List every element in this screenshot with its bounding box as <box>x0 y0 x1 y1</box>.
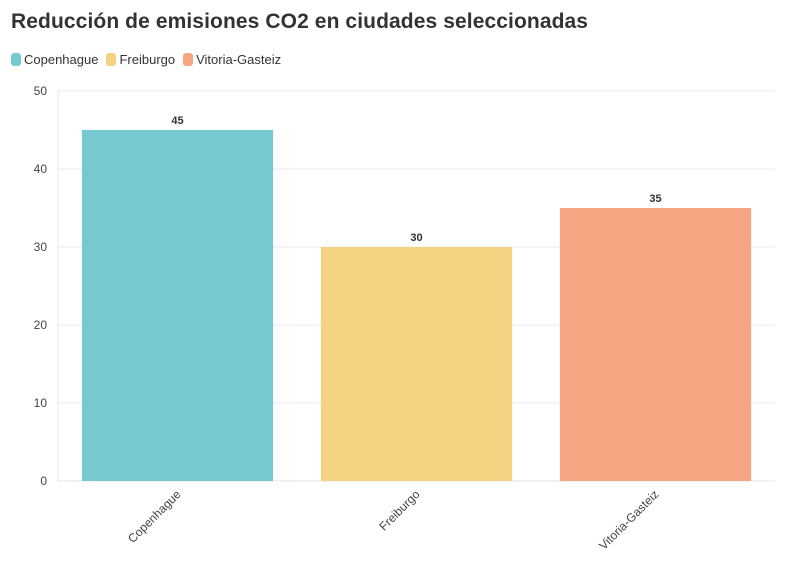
y-tick-label: 30 <box>34 240 48 254</box>
legend-item-copenhague[interactable]: Copenhague <box>11 52 98 67</box>
bar-freiburgo[interactable] <box>320 247 513 481</box>
legend-label: Freiburgo <box>119 52 176 67</box>
bar-value-label: 30 <box>410 232 422 244</box>
legend-label: Vitoria-Gasteiz <box>196 52 282 67</box>
y-tick-label: 50 <box>34 84 48 98</box>
legend-swatch <box>106 53 117 66</box>
legend: Copenhague Freiburgo Vitoria-Gasteiz <box>11 52 289 67</box>
y-tick-label: 10 <box>34 396 48 410</box>
y-tick-label: 40 <box>34 162 48 176</box>
bars <box>81 130 752 481</box>
bar-value-label: 45 <box>171 115 183 127</box>
chart-title: Reducción de emisiones CO2 en ciudades s… <box>11 10 589 33</box>
bar-value-label: 35 <box>649 193 661 205</box>
legend-swatch <box>183 53 194 66</box>
x-tick-label: Copenhague <box>125 487 184 546</box>
legend-item-vitoria-gasteiz[interactable]: Vitoria-Gasteiz <box>183 52 281 67</box>
bar-copenhague[interactable] <box>81 130 274 481</box>
legend-item-freiburgo[interactable]: Freiburgo <box>106 52 175 67</box>
legend-label: Copenhague <box>24 52 99 67</box>
y-tick-label: 20 <box>34 318 48 332</box>
x-tick-label: Vitoria-Gasteiz <box>596 487 661 552</box>
y-tick-label: 0 <box>40 474 47 488</box>
bar-vitoria-gasteiz[interactable] <box>559 208 752 481</box>
legend-swatch <box>11 53 21 66</box>
x-tick-label: Freiburgo <box>376 487 422 533</box>
